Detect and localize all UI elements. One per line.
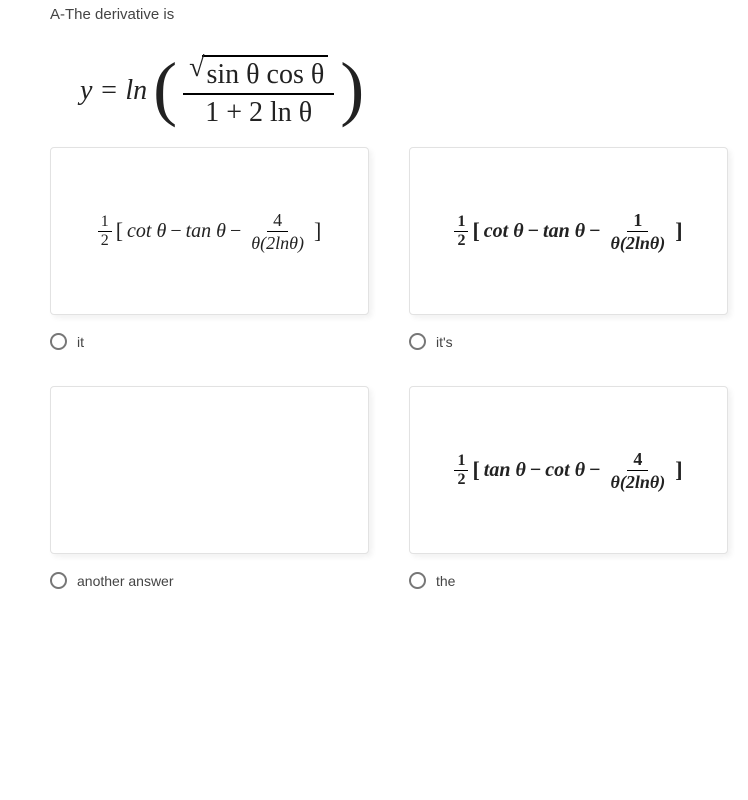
radio-button[interactable]: [50, 572, 67, 589]
right-paren: ): [340, 67, 364, 110]
option-radio-row[interactable]: the: [409, 572, 728, 589]
radio-label: another answer: [77, 573, 174, 589]
options-grid: 12[cot θ − tan θ − 4θ(2lnθ)]it12[cot θ −…: [50, 147, 728, 589]
option-radio-row[interactable]: it's: [409, 333, 728, 350]
coef-fraction: 12: [454, 453, 468, 488]
option-card: 12[cot θ − tan θ − 4θ(2lnθ)]: [50, 147, 369, 315]
op2: −: [230, 220, 241, 243]
option-expression: 12[tan θ − cot θ − 4θ(2lnθ)]: [454, 450, 682, 491]
op2: −: [589, 459, 600, 482]
bracket-open: [: [472, 218, 479, 244]
op1: −: [528, 220, 539, 243]
coef-fraction: 12: [98, 214, 112, 249]
tail-fraction: 4θ(2lnθ): [245, 211, 310, 252]
option-card: [50, 386, 369, 554]
term-a: cot θ: [484, 220, 524, 243]
radio-label: the: [436, 573, 455, 589]
equation-denominator: 1 + 2 ln θ: [199, 95, 318, 129]
bracket-close: ]: [675, 457, 682, 483]
radio-button[interactable]: [409, 572, 426, 589]
option-3: 12[tan θ − cot θ − 4θ(2lnθ)] the: [409, 386, 728, 589]
left-paren: (: [153, 67, 177, 110]
option-1: 12[cot θ − tan θ − 1θ(2lnθ)] it's: [409, 147, 728, 350]
op1: −: [170, 220, 181, 243]
bracket-open: [: [472, 457, 479, 483]
sqrt-inner: sin θ cos θ: [206, 59, 324, 90]
term-a: cot θ: [127, 220, 166, 243]
sqrt: √ sin θ cos θ: [189, 55, 328, 91]
question-prompt: A-The derivative is: [50, 0, 728, 29]
op2: −: [589, 220, 600, 243]
term-a: tan θ: [484, 459, 526, 482]
radio-label: it's: [436, 334, 453, 350]
tail-fraction: 1θ(2lnθ): [605, 211, 672, 252]
bracket-open: [: [116, 218, 123, 244]
equation-lhs: y = ln: [80, 75, 147, 107]
option-expression: 12[cot θ − tan θ − 1θ(2lnθ)]: [454, 211, 682, 252]
term-b: tan θ: [186, 220, 226, 243]
equation-fraction: √ sin θ cos θ 1 + 2 ln θ: [183, 53, 334, 129]
bracket-close: ]: [675, 218, 682, 244]
option-radio-row[interactable]: it: [50, 333, 369, 350]
option-radio-row[interactable]: another answer: [50, 572, 369, 589]
option-0: 12[cot θ − tan θ − 4θ(2lnθ)] it: [50, 147, 369, 350]
main-equation: y = ln ( √ sin θ cos θ 1 + 2 ln θ ): [80, 53, 728, 129]
term-b: tan θ: [543, 220, 585, 243]
option-2: another answer: [50, 386, 369, 589]
term-b: cot θ: [545, 459, 585, 482]
radio-button[interactable]: [50, 333, 67, 350]
bracket-close: ]: [314, 218, 321, 244]
option-expression: 12[cot θ − tan θ − 4θ(2lnθ)]: [98, 211, 322, 252]
tail-fraction: 4θ(2lnθ): [605, 450, 672, 491]
op1: −: [530, 459, 541, 482]
radio-label: it: [77, 334, 84, 350]
option-card: 12[tan θ − cot θ − 4θ(2lnθ)]: [409, 386, 728, 554]
option-card: 12[cot θ − tan θ − 1θ(2lnθ)]: [409, 147, 728, 315]
radio-button[interactable]: [409, 333, 426, 350]
coef-fraction: 12: [454, 214, 468, 249]
